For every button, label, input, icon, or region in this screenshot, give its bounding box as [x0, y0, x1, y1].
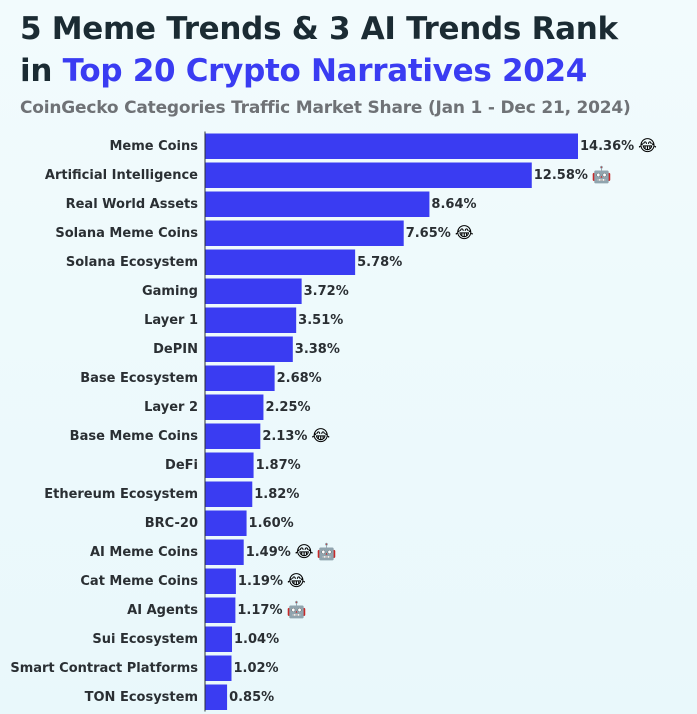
bar-ethereum-ecosystem: [205, 481, 253, 507]
category-label-ethereum-ecosystem: Ethereum Ecosystem: [44, 487, 198, 502]
category-label-cat-meme-coins: Cat Meme Coins: [80, 574, 198, 589]
value-label-ethereum-ecosystem: 1.82%: [254, 487, 299, 502]
value-label-depin: 3.38%: [295, 342, 340, 357]
title-line-1: 5 Meme Trends & 3 AI Trends Rank: [20, 11, 618, 47]
bar-smart-contract-platforms: [205, 655, 232, 681]
category-label-sui-ecosystem: Sui Ecosystem: [92, 632, 198, 647]
value-label-base-ecosystem: 2.68%: [277, 371, 322, 386]
category-label-defi: DeFi: [165, 458, 198, 473]
category-label-base-ecosystem: Base Ecosystem: [80, 371, 198, 386]
robot-icon-artificial-intelligence: 🤖: [592, 165, 612, 184]
chart-subtitle: CoinGecko Categories Traffic Market Shar…: [20, 98, 631, 118]
value-label-real-world-assets: 8.64%: [431, 197, 476, 212]
value-label-brc-20: 1.60%: [249, 516, 294, 531]
bar-artificial-intelligence: [205, 162, 532, 188]
category-label-brc-20: BRC-20: [145, 516, 198, 531]
laughing-emoji-icon-meme-coins: 😂: [638, 138, 657, 155]
value-label-smart-contract-platforms: 1.02%: [233, 661, 278, 676]
value-label-solana-ecosystem: 5.78%: [357, 255, 402, 270]
category-label-gaming: Gaming: [142, 284, 198, 299]
bar-base-ecosystem: [205, 365, 275, 391]
category-label-meme-coins: Meme Coins: [109, 139, 198, 154]
value-label-layer-1: 3.51%: [298, 313, 343, 328]
value-label-meme-coins: 14.36%: [580, 139, 634, 154]
chart-title: 5 Meme Trends & 3 AI Trends Rank in Top 2…: [20, 8, 618, 92]
bar-sui-ecosystem: [205, 626, 233, 652]
bar-ton-ecosystem: [205, 684, 228, 710]
value-label-cat-meme-coins: 1.19%: [238, 574, 283, 589]
category-label-solana-ecosystem: Solana Ecosystem: [66, 255, 198, 270]
category-label-artificial-intelligence: Artificial Intelligence: [45, 168, 198, 183]
category-label-smart-contract-platforms: Smart Contract Platforms: [10, 661, 198, 676]
bars-layer: Meme Coins 14.36% 😂 Artificial Intelligence…: [10, 133, 657, 710]
robot-icon-ai-meme-coins: 🤖: [317, 542, 337, 561]
bar-gaming: [205, 278, 302, 304]
value-label-ai-meme-coins: 1.49%: [246, 545, 291, 560]
category-label-solana-meme-coins: Solana Meme Coins: [55, 226, 198, 241]
robot-icon-ai-agents: 🤖: [287, 600, 307, 619]
value-label-artificial-intelligence: 12.58%: [534, 168, 588, 183]
category-label-depin: DePIN: [153, 342, 198, 357]
bar-base-meme-coins: [205, 423, 261, 449]
laughing-emoji-icon-solana-meme-coins: 😂: [455, 225, 474, 242]
category-label-real-world-assets: Real World Assets: [66, 197, 199, 212]
bar-layer-1: [205, 307, 297, 333]
bar-layer-2: [205, 394, 264, 420]
value-label-sui-ecosystem: 1.04%: [234, 632, 279, 647]
value-label-gaming: 3.72%: [304, 284, 349, 299]
value-label-layer-2: 2.25%: [265, 400, 310, 415]
title-line-2-accent: Top 20 Crypto Narratives 2024: [62, 53, 588, 89]
title-line-2-prefix: in: [20, 53, 63, 89]
bar-cat-meme-coins: [205, 568, 236, 594]
category-label-ton-ecosystem: TON Ecosystem: [85, 690, 198, 705]
bar-real-world-assets: [205, 191, 430, 217]
category-label-ai-meme-coins: AI Meme Coins: [90, 545, 198, 560]
category-label-layer-1: Layer 1: [144, 313, 198, 328]
value-label-base-meme-coins: 2.13%: [262, 429, 307, 444]
bar-ai-agents: [205, 597, 236, 623]
bar-ai-meme-coins: [205, 539, 244, 565]
laughing-emoji-icon-base-meme-coins: 😂: [311, 428, 330, 445]
bar-meme-coins: [205, 133, 578, 159]
value-label-ton-ecosystem: 0.85%: [229, 690, 274, 705]
laughing-emoji-icon-cat-meme-coins: 😂: [287, 573, 306, 590]
category-label-base-meme-coins: Base Meme Coins: [70, 429, 199, 444]
value-label-defi: 1.87%: [256, 458, 301, 473]
value-label-solana-meme-coins: 7.65%: [406, 226, 451, 241]
category-label-layer-2: Layer 2: [144, 400, 198, 415]
laughing-emoji-icon-ai-meme-coins: 😂: [295, 544, 314, 561]
category-label-ai-agents: AI Agents: [127, 603, 198, 618]
bar-solana-meme-coins: [205, 220, 404, 246]
value-label-ai-agents: 1.17%: [237, 603, 282, 618]
bar-solana-ecosystem: [205, 249, 356, 275]
bar-brc-20: [205, 510, 247, 536]
bar-depin: [205, 336, 293, 362]
bar-defi: [205, 452, 254, 478]
